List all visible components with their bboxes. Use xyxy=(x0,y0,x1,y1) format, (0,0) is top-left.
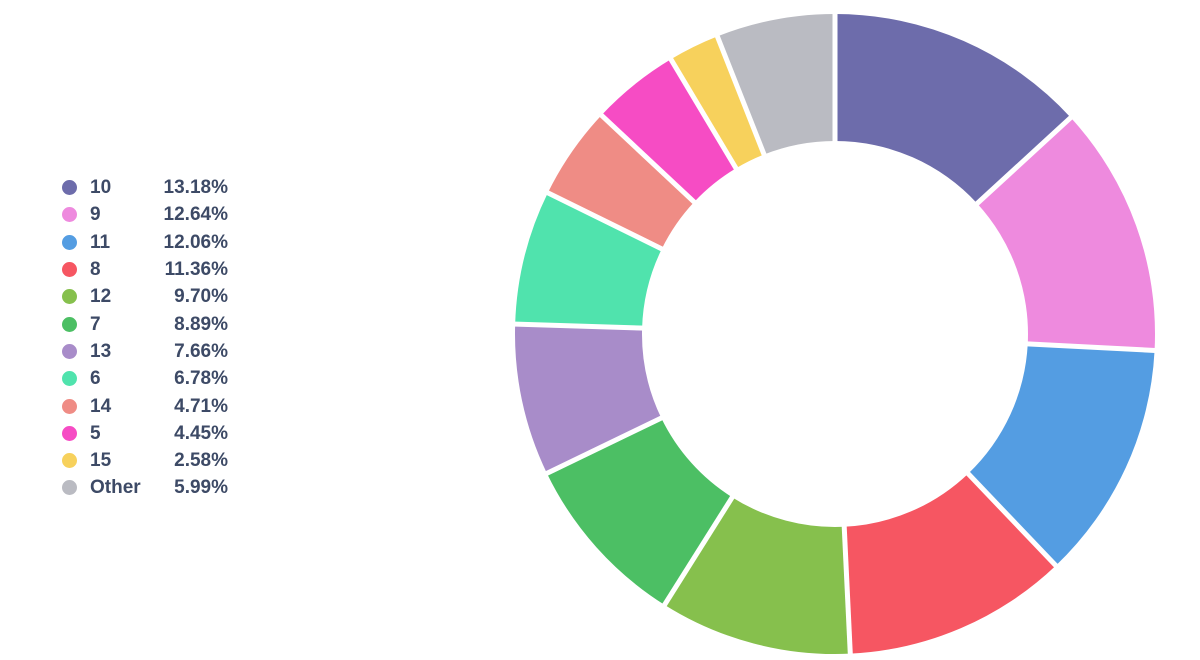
legend-swatch-icon xyxy=(62,425,77,441)
donut-slice-15[interactable] xyxy=(670,36,765,169)
legend-item[interactable]: 12 9.70% xyxy=(62,283,228,310)
legend-swatch-icon xyxy=(62,480,77,496)
legend-item-label: 11 xyxy=(90,231,111,253)
donut-slice-13[interactable] xyxy=(514,324,662,474)
legend-item-label: 12 xyxy=(90,286,112,308)
legend-item-value: 12.06% xyxy=(163,231,228,253)
legend-item[interactable]: 7 8.89% xyxy=(62,310,228,337)
legend-swatch-icon xyxy=(62,398,77,414)
legend-item-label: 7 xyxy=(90,313,101,335)
legend-item[interactable]: 9 12.64% xyxy=(62,201,228,228)
legend-item[interactable]: 5 4.45% xyxy=(62,420,228,447)
slice-gap-divider xyxy=(713,32,768,159)
legend-item-value: 12.64% xyxy=(163,204,228,226)
legend-item-label: 13 xyxy=(90,340,112,362)
legend-item-value: 6.78% xyxy=(174,368,228,390)
legend-item[interactable]: 10 13.18% xyxy=(62,174,228,201)
donut-slice-7[interactable] xyxy=(546,418,733,605)
slice-gap-divider xyxy=(841,523,853,657)
legend-item-value: 4.45% xyxy=(174,422,228,444)
legend-item-value: 7.66% xyxy=(174,340,228,362)
donut-slice-12[interactable] xyxy=(664,497,851,655)
legend-item-value: 8.89% xyxy=(174,313,228,335)
legend-item-value: 9.70% xyxy=(174,286,228,308)
donut-slice-5[interactable] xyxy=(601,59,737,203)
slice-gap-divider xyxy=(973,113,1075,208)
chart-legend: 10 13.18% 9 12.64% 11 12.06% 8 11.36% 12 9.70% 7 8.… xyxy=(62,174,228,502)
legend-item-value: 13.18% xyxy=(163,177,228,199)
slice-gap-divider xyxy=(597,111,699,206)
slice-gap-divider xyxy=(543,414,666,477)
slice-gap-divider xyxy=(667,55,740,173)
legend-item[interactable]: 6 6.78% xyxy=(62,365,228,392)
legend-item-value: 5.99% xyxy=(174,477,228,499)
legend-item[interactable]: 8 11.36% xyxy=(62,256,228,283)
donut-slice-other[interactable] xyxy=(717,14,835,155)
legend-item[interactable]: Other 5.99% xyxy=(62,474,228,501)
legend-item-label: 5 xyxy=(90,422,101,444)
legend-swatch-icon xyxy=(62,234,77,250)
slice-gap-divider xyxy=(544,189,666,253)
legend-swatch-icon xyxy=(62,343,77,359)
legend-swatch-icon xyxy=(62,289,77,305)
legend-item-label: 10 xyxy=(90,177,112,199)
slice-gap-divider xyxy=(660,493,736,609)
legend-item-label: 15 xyxy=(90,450,112,472)
donut-slice-11[interactable] xyxy=(968,343,1155,566)
donut-slice-14[interactable] xyxy=(547,115,695,249)
legend-item[interactable]: 11 12.06% xyxy=(62,229,228,256)
legend-swatch-icon xyxy=(62,180,77,196)
legend-item[interactable]: 13 7.66% xyxy=(62,338,228,365)
legend-item-value: 4.71% xyxy=(174,395,228,417)
legend-item[interactable]: 15 2.58% xyxy=(62,447,228,474)
legend-swatch-icon xyxy=(62,207,77,223)
legend-item-value: 11.36% xyxy=(164,259,228,281)
legend-item-value: 2.58% xyxy=(174,450,228,472)
legend-item[interactable]: 14 4.71% xyxy=(62,392,228,419)
legend-swatch-icon xyxy=(62,316,77,332)
donut-slice-10[interactable] xyxy=(835,14,1071,204)
legend-item-label: 6 xyxy=(90,368,101,390)
legend-item-label: 14 xyxy=(90,395,112,417)
legend-item-label: Other xyxy=(90,477,141,499)
legend-swatch-icon xyxy=(62,371,77,387)
legend-item-label: 8 xyxy=(90,259,101,281)
slice-gap-divider xyxy=(1024,341,1158,354)
slice-gap-divider xyxy=(964,469,1060,570)
legend-swatch-icon xyxy=(62,262,77,278)
donut-slice-9[interactable] xyxy=(977,117,1156,351)
legend-swatch-icon xyxy=(62,453,77,469)
slice-gap-divider xyxy=(512,321,646,331)
legend-item-label: 9 xyxy=(90,204,101,226)
donut-slice-6[interactable] xyxy=(515,192,662,329)
donut-slice-8[interactable] xyxy=(844,473,1056,654)
